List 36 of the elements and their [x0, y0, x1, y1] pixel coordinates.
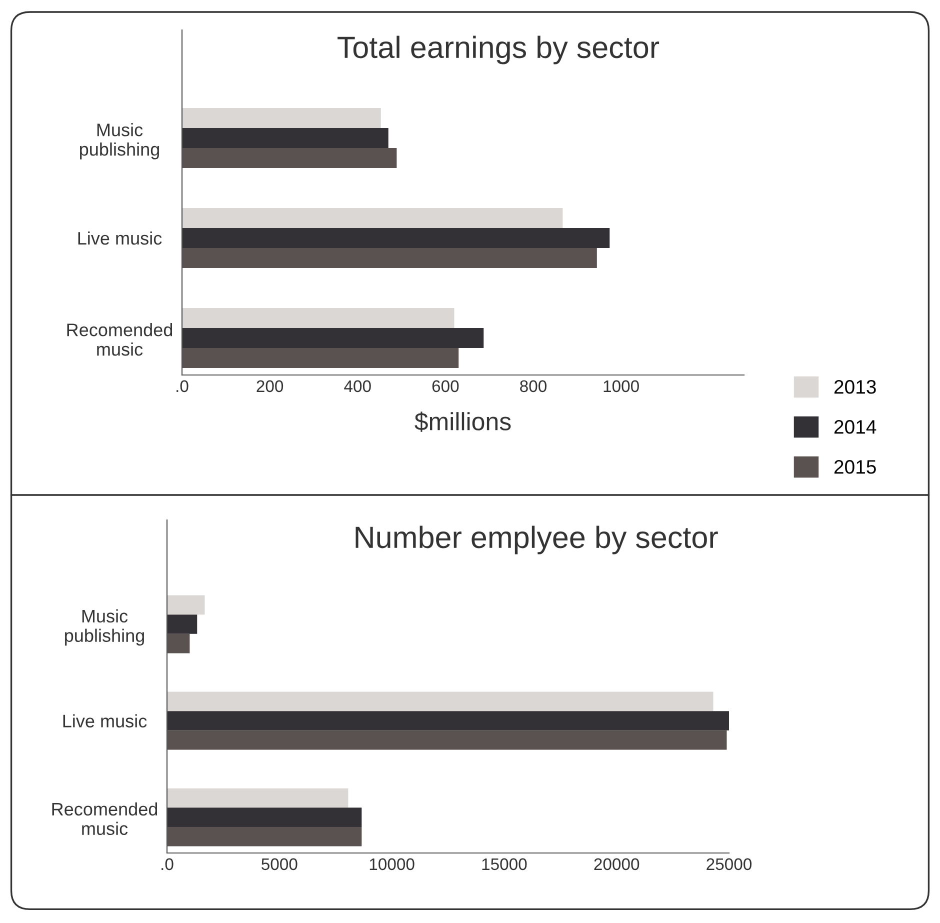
x-tick-label: 10000: [370, 858, 414, 870]
bar: [182, 208, 563, 228]
bar: [182, 328, 484, 348]
bar: [167, 788, 348, 808]
x-tick-label: .0: [162, 858, 174, 870]
bar: [167, 711, 729, 730]
x-tick-label: 400: [344, 380, 371, 392]
chart-title: Total earnings by sector: [338, 36, 660, 64]
legend-label: 2013: [834, 380, 876, 394]
x-tick-label: 200: [256, 380, 284, 392]
x-tick-label: 5000: [262, 858, 298, 870]
bar: [167, 614, 198, 634]
bar: [167, 692, 714, 712]
x-tick-label: 25000: [706, 858, 752, 870]
bar: [182, 108, 381, 128]
bar: [182, 308, 454, 328]
y-tick-label: Live music: [78, 231, 162, 245]
x-tick-label: 600: [432, 380, 459, 392]
bar: [182, 228, 610, 248]
legend-label: 2014: [834, 420, 876, 434]
x-tick-label: 800: [520, 380, 547, 392]
y-tick-label: Recomended music: [67, 323, 172, 356]
chart-title: Number emplyee by sector: [356, 526, 718, 554]
bar: [167, 595, 205, 615]
bar: [167, 808, 362, 827]
legend-label: 2015: [834, 460, 876, 474]
y-tick-label: Recomended music: [52, 802, 158, 836]
y-tick-label: Music publishing: [65, 609, 144, 646]
x-tick-label: 1000: [604, 380, 639, 392]
x-tick-label: 20000: [594, 858, 640, 870]
y-tick-label: Live music: [63, 714, 147, 728]
y-tick-label: Music publishing: [80, 123, 159, 160]
bar: [182, 128, 388, 148]
x-tick-label: 15000: [482, 858, 527, 870]
x-axis-title: $millions: [414, 412, 511, 432]
x-tick-label: .0: [176, 380, 188, 392]
